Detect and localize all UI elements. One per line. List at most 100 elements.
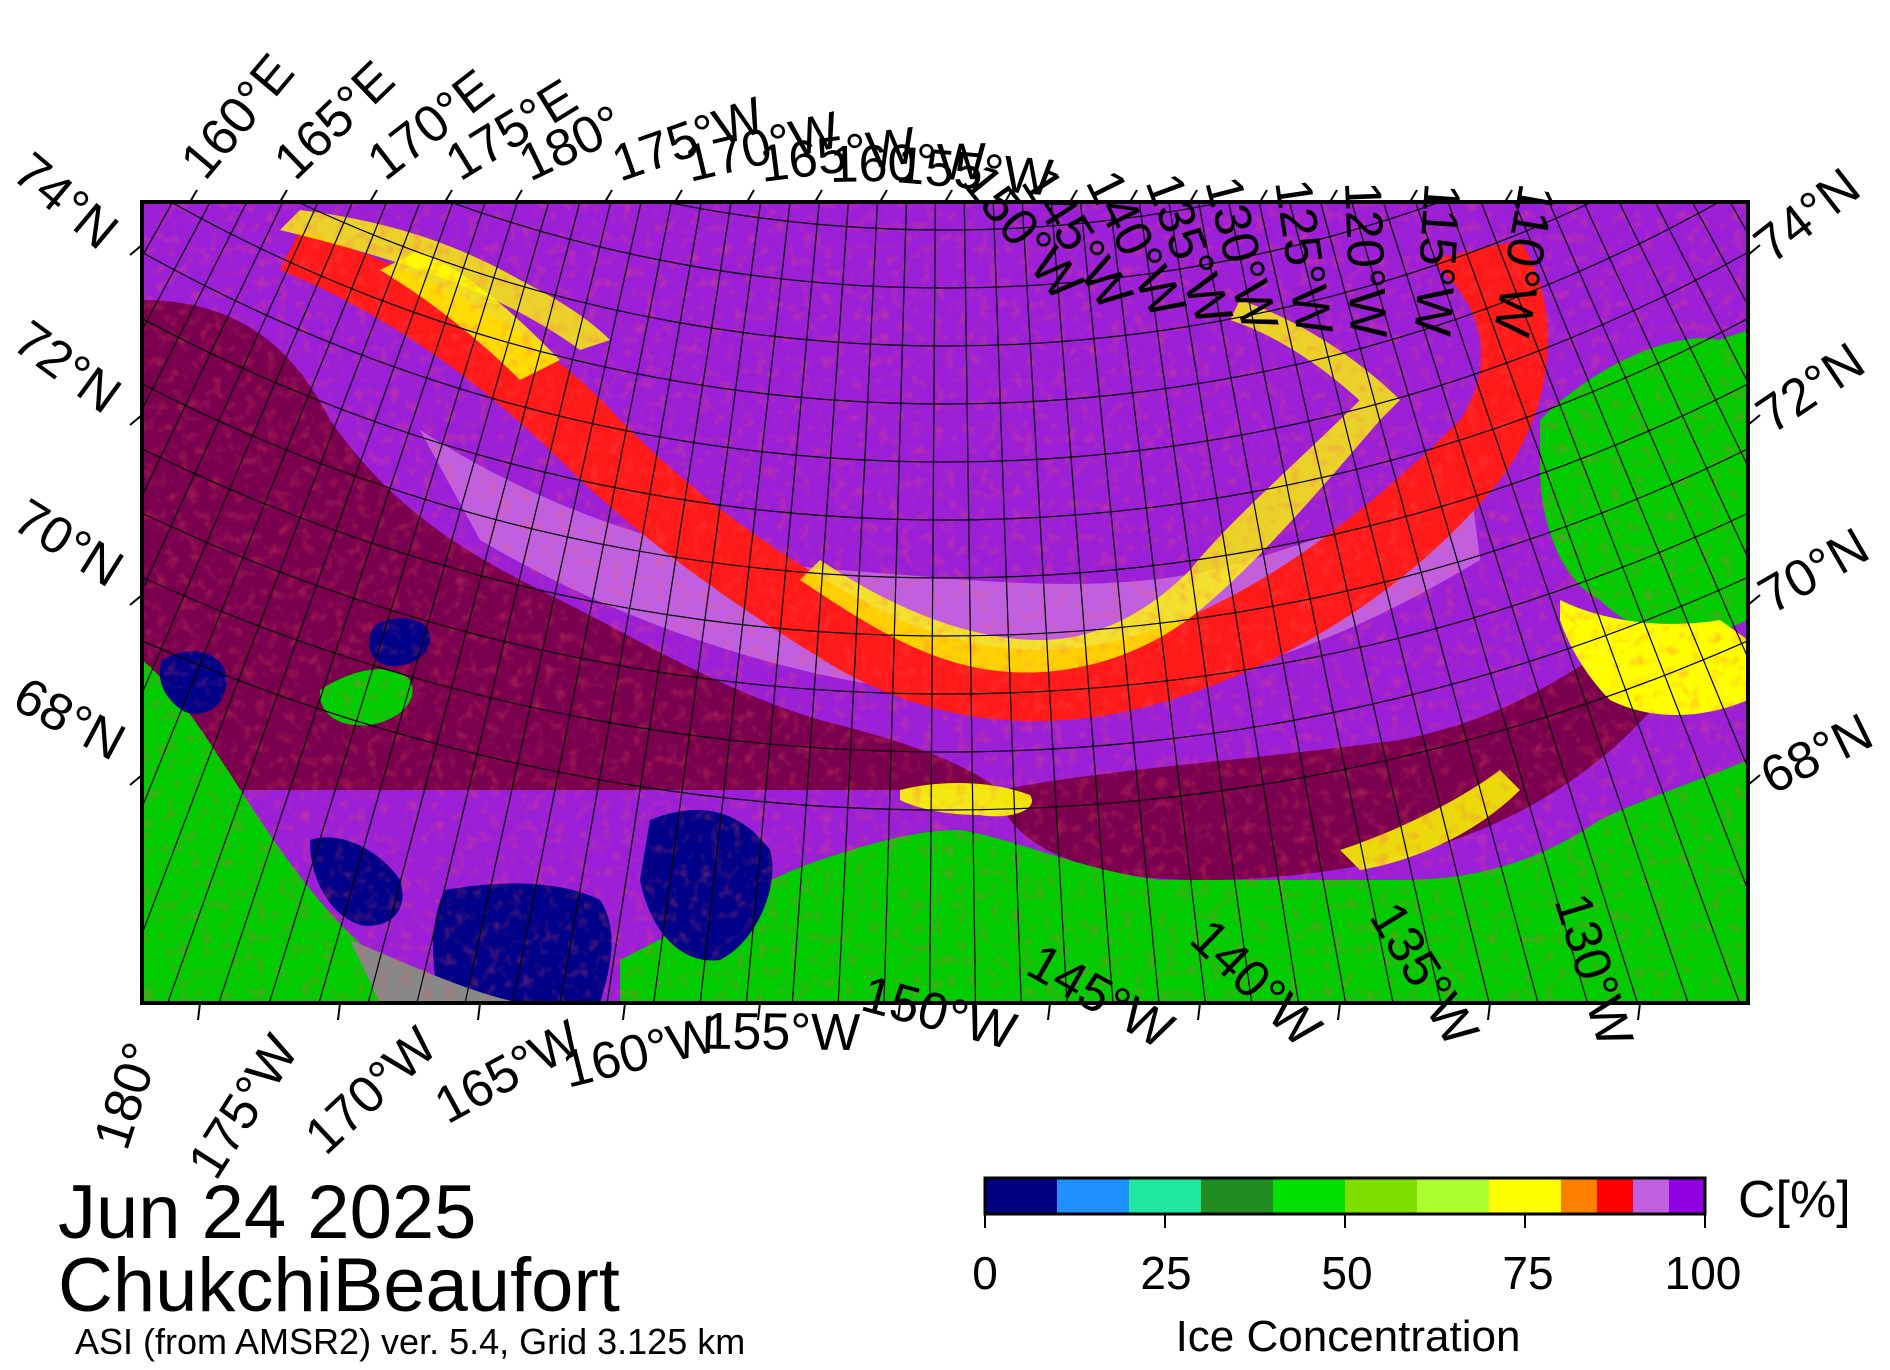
graticule-tick bbox=[197, 1002, 201, 1021]
longitude-line bbox=[218, 202, 486, 1003]
graticule-tick bbox=[444, 189, 453, 203]
longitude-line bbox=[1109, 202, 1206, 1003]
longitude-line bbox=[653, 202, 762, 1003]
longitude-line bbox=[606, 202, 732, 1003]
longitude-line bbox=[1138, 202, 1253, 1003]
graticule-tick bbox=[1504, 189, 1513, 203]
colorbar-bin bbox=[1345, 1178, 1417, 1214]
latitude-line bbox=[297, 202, 1593, 347]
longitude-line bbox=[416, 202, 612, 1003]
graticule-tick bbox=[514, 189, 523, 203]
colorbar-tick-label: 0 bbox=[972, 1247, 998, 1299]
graticule-tick bbox=[129, 414, 143, 426]
longitude-line bbox=[1351, 202, 1589, 1003]
colorbar-title: Ice Concentration bbox=[1175, 1312, 1521, 1361]
right-latitude-labels: 74°N 72°N 70°N 68°N bbox=[1744, 157, 1882, 806]
bottom-longitude-label: 175°W bbox=[177, 1025, 310, 1188]
longitude-line bbox=[512, 202, 672, 1003]
longitude-line bbox=[1228, 202, 1394, 1003]
graticule-tick bbox=[1409, 189, 1418, 203]
graticule-tick bbox=[1329, 189, 1338, 203]
bottom-longitude-label: 170°W bbox=[294, 1016, 448, 1165]
longitude-line bbox=[883, 202, 907, 1003]
bottom-longitude-label: 180° bbox=[83, 1036, 171, 1156]
latitude-line bbox=[142, 511, 1748, 695]
longitude-line bbox=[745, 202, 820, 1003]
colorbar-tick-label: 50 bbox=[1321, 1247, 1373, 1299]
longitude-line bbox=[1447, 202, 1741, 1003]
longitude-line bbox=[1050, 202, 1114, 1003]
colorbar-bin bbox=[1201, 1178, 1273, 1214]
longitude-line bbox=[367, 202, 581, 1003]
latitude-line bbox=[142, 640, 1748, 811]
left-latitude-label: 72°N bbox=[3, 310, 131, 425]
latitude-line bbox=[170, 202, 1720, 405]
longitude-line bbox=[1319, 202, 1539, 1003]
graticule-tick bbox=[1337, 1002, 1341, 1021]
longitude-line bbox=[559, 202, 702, 1003]
colorbar-tick-label: 75 bbox=[1502, 1247, 1554, 1299]
graticule-tick bbox=[1129, 189, 1138, 203]
colorbar-bin bbox=[1057, 1178, 1129, 1214]
graticule-tick bbox=[477, 1002, 481, 1021]
latitude-line bbox=[664, 202, 1226, 231]
graticule-tick bbox=[189, 189, 198, 203]
colorbar-bin bbox=[1273, 1178, 1345, 1214]
graticule-tick bbox=[622, 1002, 626, 1021]
graticule-tick bbox=[1747, 414, 1761, 426]
product-info: ASI (from AMSR2) ver. 5.4, Grid 3.125 km bbox=[75, 1321, 746, 1362]
graticule-tick bbox=[1259, 189, 1268, 203]
bottom-longitude-label: 160°W bbox=[557, 1005, 723, 1099]
graticule-tick bbox=[746, 189, 755, 203]
left-latitude-labels: 74°N 72°N 70°N 68°N bbox=[2, 142, 134, 772]
right-latitude-label: 68°N bbox=[1752, 703, 1882, 806]
graticule-tick bbox=[1197, 1002, 1201, 1021]
longitude-line bbox=[1288, 202, 1490, 1003]
colorbar-bin bbox=[1633, 1178, 1669, 1214]
bottom-longitude-label: 155°W bbox=[703, 1003, 860, 1062]
left-latitude-label: 68°N bbox=[4, 666, 134, 772]
latitude-line bbox=[449, 202, 1441, 289]
graticule-tick bbox=[129, 774, 143, 786]
graticule-tick bbox=[1747, 774, 1761, 786]
latitude-line bbox=[142, 576, 1748, 753]
latitude-line bbox=[142, 382, 1748, 579]
graticule-tick bbox=[1069, 189, 1078, 203]
longitude-line bbox=[963, 202, 977, 1003]
longitude-line bbox=[268, 202, 518, 1003]
graticule-tick bbox=[879, 189, 888, 203]
graticule-tick bbox=[674, 189, 683, 203]
longitude-line bbox=[1480, 202, 1748, 892]
longitude-line bbox=[1168, 202, 1300, 1003]
graticule-tick bbox=[279, 189, 288, 203]
graticule-ticks bbox=[129, 189, 1761, 1021]
top-longitude-label: 115°W bbox=[1403, 181, 1471, 337]
colorbar bbox=[983, 1176, 1707, 1228]
colorbar-bin bbox=[1129, 1178, 1201, 1214]
latitude-line bbox=[142, 447, 1748, 637]
graticule-tick bbox=[337, 1002, 341, 1021]
left-latitude-label: 70°N bbox=[4, 488, 133, 599]
graticule-tick bbox=[369, 189, 378, 203]
longitude-line bbox=[699, 202, 791, 1003]
colorbar-unit: C[%] bbox=[1738, 1171, 1851, 1229]
colorbar-bin bbox=[985, 1178, 1057, 1214]
graticule-tick bbox=[814, 189, 823, 203]
graticule-tick bbox=[1747, 244, 1761, 256]
colorbar-bin bbox=[1417, 1178, 1489, 1214]
longitude-line bbox=[464, 202, 642, 1003]
colorbar-tick-label: 25 bbox=[1140, 1247, 1192, 1299]
longitude-line bbox=[1258, 202, 1442, 1003]
latitude-line bbox=[142, 251, 1748, 463]
graticule-tick bbox=[1189, 189, 1198, 203]
longitude-line bbox=[992, 202, 1022, 1003]
colorbar-bin bbox=[1561, 1178, 1597, 1214]
graticule-tick bbox=[944, 189, 953, 203]
top-longitude-label: 120°W bbox=[1333, 180, 1397, 339]
longitude-line bbox=[318, 202, 550, 1003]
top-longitude-label: 160°W bbox=[829, 133, 987, 194]
graticule-tick bbox=[1747, 594, 1761, 606]
graticule-tick bbox=[129, 594, 143, 606]
